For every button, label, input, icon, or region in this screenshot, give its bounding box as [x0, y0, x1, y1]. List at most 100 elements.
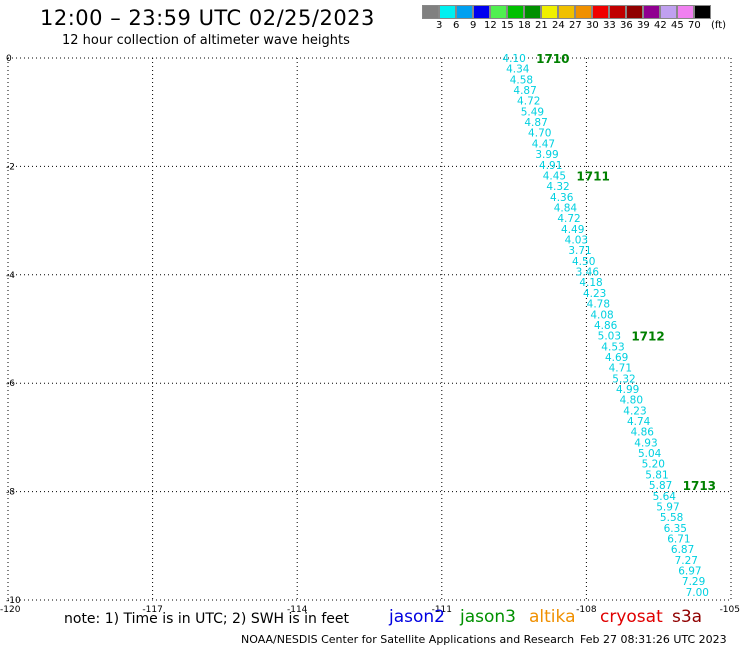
legend-swatch	[422, 5, 439, 19]
legend-swatch	[592, 5, 609, 19]
swh-point-label: 4.03	[565, 235, 588, 247]
swh-point-label: 4.58	[510, 74, 533, 86]
sat-jason2: jason2	[389, 607, 445, 627]
legend-labels: 3 6 9 12 15 18 21 24 27 30 33 36 39 42 45 70	[422, 19, 711, 33]
legend-swatch	[439, 5, 456, 19]
time-label: 1712	[631, 330, 664, 344]
swh-point-label: 4.87	[524, 117, 547, 129]
legend-label: 36	[620, 20, 633, 31]
legend-label: 12	[484, 20, 497, 31]
legend-label: 42	[654, 20, 667, 31]
x-tick-label: -108	[576, 605, 597, 615]
swh-point-label: 5.58	[660, 512, 683, 524]
map-title: 12:00 – 23:59 UTC 02/25/2023	[40, 6, 375, 30]
sat-altika: altika	[529, 607, 576, 627]
footer-credit: NOAA/NESDIS Center for Satellite Applica…	[241, 633, 575, 646]
legend-swatch	[694, 5, 711, 19]
swh-point-label: 5.49	[521, 106, 544, 118]
legend-label: 3	[436, 20, 443, 31]
swh-point-label: 6.97	[678, 566, 701, 578]
swh-point-label: 4.72	[517, 96, 540, 108]
legend-swatch	[524, 5, 541, 19]
legend-label: 9	[470, 20, 477, 31]
swh-point-label: 4.69	[605, 352, 628, 364]
swh-point-label: 5.20	[642, 459, 665, 471]
legend-label: 45	[671, 20, 684, 31]
y-tick-label: -6	[6, 379, 15, 389]
swh-point-label: 3.46	[576, 267, 600, 279]
swh-point-label: 4.18	[579, 277, 602, 289]
swh-point-label: 4.99	[616, 384, 639, 396]
y-tick-label: -10	[6, 596, 21, 606]
swh-point-label: 6.35	[664, 523, 687, 535]
y-tick-label: 0	[6, 54, 12, 64]
note-text: note: 1) Time is in UTC; 2) SWH is in fe…	[64, 611, 350, 627]
y-tick-label: -8	[6, 488, 15, 498]
y-tick-label: -2	[6, 162, 15, 172]
legend-swatch	[609, 5, 626, 19]
legend-swatch	[677, 5, 694, 19]
legend-label: 18	[518, 20, 531, 31]
swh-point-label: 4.74	[627, 416, 651, 428]
swh-point-label: 3.99	[535, 149, 558, 161]
swh-point-label: 4.47	[532, 138, 555, 150]
swh-point-label: 4.45	[543, 170, 566, 182]
legend-label: 21	[535, 20, 548, 31]
swh-point-label: 4.50	[572, 256, 595, 268]
sat-s3a: s3a	[672, 607, 703, 627]
time-label: 1711	[576, 169, 609, 183]
x-tick-label: -117	[142, 605, 162, 615]
swh-point-label: 4.87	[513, 85, 536, 97]
color-legend: 3 6 9 12 15 18 21 24 27 30 33 36 39 42 45 70 (ft)	[422, 5, 726, 33]
swh-point-label: 5.64	[653, 491, 677, 503]
swh-point-label: 4.84	[554, 202, 578, 214]
x-tick-label: -105	[720, 605, 740, 615]
swh-point-label: 7.00	[686, 587, 709, 599]
x-tick-label: -111	[432, 605, 452, 615]
swh-point-label: 5.97	[656, 501, 679, 513]
legend-label: 6	[453, 20, 460, 31]
legend-swatch	[473, 5, 490, 19]
legend-swatch	[660, 5, 677, 19]
x-tick-label: -120	[0, 605, 21, 615]
swh-point-label: 5.87	[649, 480, 672, 492]
swh-point-label: 4.23	[583, 288, 606, 300]
swh-point-label: 4.53	[601, 341, 624, 353]
swh-point-label: 4.78	[587, 299, 610, 311]
legend-label: 33	[603, 20, 616, 31]
legend-label: 39	[637, 20, 650, 31]
swh-point-label: 4.72	[557, 213, 580, 225]
legend-swatch	[507, 5, 524, 19]
swh-point-label: 4.93	[634, 437, 657, 449]
legend-swatch	[643, 5, 660, 19]
swh-point-label: 7.29	[682, 576, 705, 588]
swh-point-label: 5.03	[598, 331, 621, 343]
y-tick-label: -4	[6, 271, 15, 281]
swh-point-label: 4.71	[609, 363, 632, 375]
footer-timestamp: Feb 27 08:31:26 UTC 2023	[580, 633, 727, 646]
swh-point-label: 4.86	[631, 427, 655, 439]
swh-point-label: 6.71	[667, 533, 690, 545]
sat-jason3: jason3	[460, 607, 516, 627]
swh-point-label: 4.08	[590, 309, 613, 321]
legend-swatches	[422, 5, 711, 19]
swh-point-label: 4.36	[550, 192, 574, 204]
legend-label: 30	[586, 20, 599, 31]
legend-label: 15	[501, 20, 514, 31]
legend-swatch	[626, 5, 643, 19]
legend-swatch	[541, 5, 558, 19]
swh-point-label: 4.91	[539, 160, 562, 172]
swh-point-label: 5.04	[638, 448, 662, 460]
legend-swatch	[558, 5, 575, 19]
swh-point-label: 5.81	[645, 469, 668, 481]
legend-swatch	[575, 5, 592, 19]
legend-unit: (ft)	[711, 20, 727, 31]
map-subtitle: 12 hour collection of altimeter wave hei…	[62, 33, 350, 48]
time-label: 1713	[683, 479, 716, 493]
swh-point-label: 4.49	[561, 224, 584, 236]
legend-swatch	[490, 5, 507, 19]
swh-point-label: 5.32	[612, 373, 635, 385]
time-label: 1710	[536, 52, 569, 66]
swh-point-label: 4.70	[528, 128, 551, 140]
